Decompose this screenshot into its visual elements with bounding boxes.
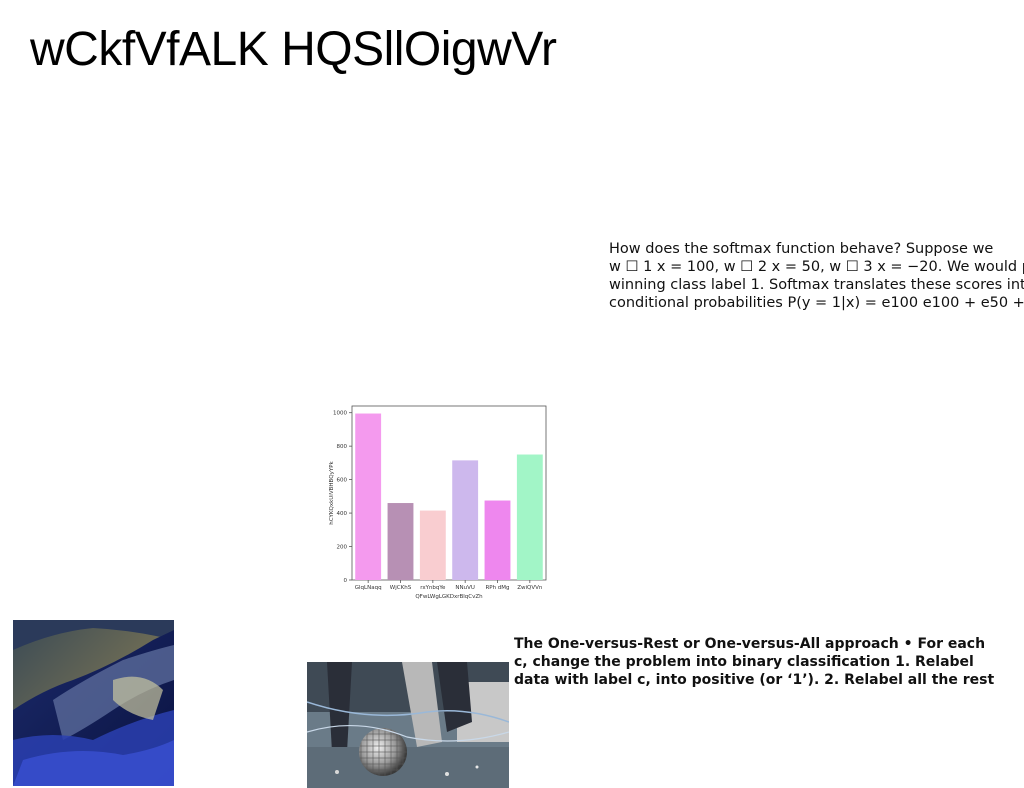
disco-ball-image [307,662,509,788]
x-tick-label: ZwiQVVn [517,585,543,591]
y-axis-label: hCYKQxkUiVBHBQyYPk [329,460,335,524]
ovr-paragraph: The One-versus-Rest or One-versus-All ap… [514,635,1014,689]
bar [419,510,446,580]
x-tick-label: NNuVU [455,585,475,591]
bar [516,454,543,580]
bar [387,503,414,580]
ovr-line: The One-versus-Rest or One-versus-All ap… [514,636,986,652]
x-tick-label: WjCKhS [390,585,412,591]
plot-area [351,405,547,581]
bar [484,500,511,580]
x-tick-label: RPh dMg [485,585,509,591]
softmax-line: winning class label 1. Softmax translate… [609,277,1024,293]
softmax-line: conditional probabilities P(y = 1|x) = e… [609,295,1024,311]
bar-chart: 0 200 400 600 800 1000 GlqLNaqq WjCKhS rxYnbqYe N… [325,400,553,605]
x-axis-label: QFwLWgLGKDxrBlqCvZh [415,594,483,600]
y-tick-label: 200 [337,545,348,551]
y-tick-label: 600 [337,478,348,484]
cliff-lake-photo [13,620,174,786]
y-tick-label: 1000 [333,411,347,417]
softmax-paragraph: How does the softmax function behave? Su… [609,240,1024,312]
softmax-line: How does the softmax function behave? Su… [609,241,994,257]
cliff-lake-image [13,620,174,786]
ovr-line: data with label c, into positive (or ‘1’… [514,672,995,688]
y-tick-label: 400 [337,511,348,517]
disco-ball-photo [307,662,509,788]
slide-title: wCkfVfALK HQSllOigwVr [30,23,557,76]
softmax-line: w ☐ 1 x = 100, w ☐ 2 x = 50, w ☐ 3 x = −… [609,259,1024,275]
y-tick-label: 0 [344,578,348,584]
bar [355,413,382,580]
y-tick-label: 800 [337,444,348,450]
bar [452,460,479,580]
x-tick-label: rxYnbqYe [420,585,446,591]
bar-chart-svg: 0 200 400 600 800 1000 GlqLNaqq WjCKhS rxYnbqYe N… [329,405,547,600]
x-tick-label: GlqLNaqq [355,585,382,591]
ovr-line: c, change the problem into binary classi… [514,654,974,670]
